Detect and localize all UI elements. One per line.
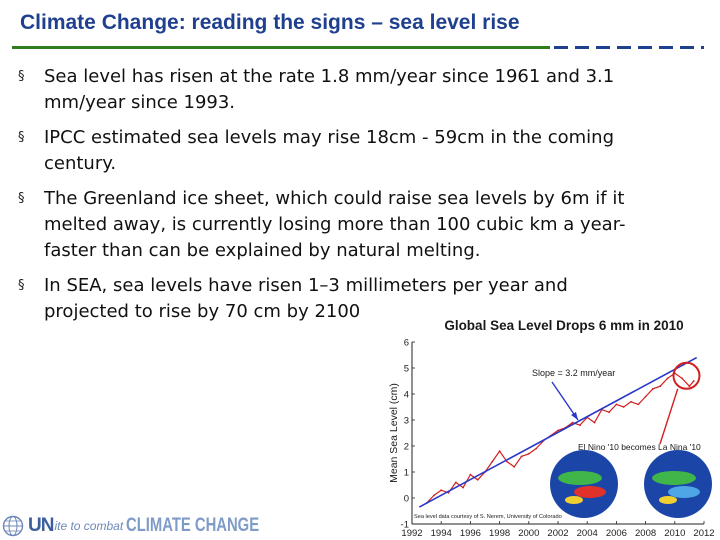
observed-point [535, 447, 537, 450]
ocean-map-icon [644, 450, 712, 518]
observed-point [681, 377, 683, 380]
x-tick-label: 2008 [635, 528, 656, 538]
x-tick-label: 1998 [489, 528, 510, 538]
observed-point [454, 481, 457, 484]
ocean-map-spot [659, 496, 677, 504]
observed-point [476, 478, 479, 481]
footer-logo-un: UN [28, 515, 54, 536]
chart-ticks: 1992 1994 1996 1998 2000 2002 2004 2006 2008 2010… [401, 338, 715, 540]
observed-point [469, 473, 472, 476]
observed-point [644, 395, 647, 398]
observed-point [491, 460, 494, 463]
el-nino-maps [550, 450, 712, 518]
footer-logo: UN ite to combat CLIMATE CHANGE [2, 514, 297, 538]
observed-point [692, 380, 695, 382]
chart-title: Global Sea Level Drops 6 mm in 2010 [444, 318, 683, 333]
y-tick-label: 2 [404, 442, 409, 453]
x-tick-label: 1996 [460, 528, 481, 538]
y-tick-label: 5 [404, 364, 409, 375]
observed-point [637, 403, 640, 406]
observed-point [527, 452, 530, 455]
bullet-text: The Greenland ice sheet, which could rai… [44, 188, 626, 261]
footer-logo-tagline: ite to combat [54, 519, 124, 533]
sea-level-chart: Global Sea Level Drops 6 mm in 2010 Mean… [382, 312, 715, 540]
bullet-marker: § [18, 69, 25, 84]
slide-title: Climate Change: reading the signs – sea … [20, 11, 520, 34]
bullet-item: § Sea level has risen at the rate 1.8 mm… [18, 64, 658, 116]
data-credit-annotation: Sea level data courtesy of S. Nerem, Uni… [414, 514, 562, 520]
y-tick-label: 4 [404, 390, 409, 401]
slope-arrow-head [571, 412, 578, 420]
chart-y-axis-label: Mean Sea Level (cm) [388, 383, 400, 483]
x-tick-label: 1992 [401, 528, 422, 538]
title-underline-dashed [554, 46, 704, 49]
ocean-map-spot [565, 496, 583, 504]
bullet-text: In SEA, sea levels have risen 1–3 millim… [44, 275, 568, 322]
observed-point [622, 406, 625, 408]
observed-point [433, 494, 435, 497]
footer-logo-climate-change: CLIMATE CHANGE [126, 515, 260, 536]
title-underline-solid [12, 46, 550, 49]
bullet-marker: § [18, 278, 25, 293]
bullet-text: Sea level has risen at the rate 1.8 mm/y… [44, 66, 615, 113]
observed-point [608, 411, 610, 414]
bullet-item: § In SEA, sea levels have risen 1–3 mill… [18, 273, 608, 325]
observed-point [593, 421, 596, 424]
trend-line [418, 356, 698, 508]
slope-annotation: Slope = 3.2 mm/year [532, 368, 615, 378]
bullet-list: § Sea level has risen at the rate 1.8 mm… [18, 64, 708, 334]
highlight-circle [672, 361, 701, 390]
chart-series [418, 356, 698, 508]
x-tick-label: 2000 [518, 528, 539, 538]
bullet-item: § IPCC estimated sea levels may rise 18c… [18, 125, 668, 177]
x-tick-label: 2004 [577, 528, 598, 538]
observed-point [666, 377, 669, 380]
y-tick-label: 3 [404, 416, 409, 427]
x-tick-label: 1994 [431, 528, 452, 538]
ocean-map-anomaly [668, 486, 700, 498]
y-tick-label: 0 [404, 494, 409, 505]
ocean-map-band [558, 471, 602, 485]
observed-point [498, 450, 501, 453]
bullet-item: § The Greenland ice sheet, which could r… [18, 186, 678, 264]
x-tick-label: 2006 [606, 528, 627, 538]
y-tick-label: 1 [404, 468, 409, 479]
x-tick-label: 2002 [547, 528, 568, 538]
ocean-map-anomaly [574, 486, 606, 498]
ocean-map-icon [550, 450, 618, 518]
observed-point [688, 385, 691, 388]
bullet-marker: § [18, 130, 25, 145]
observed-point [630, 400, 632, 403]
observed-point [571, 421, 574, 424]
y-tick-label: 6 [404, 338, 409, 349]
bullet-marker: § [18, 191, 25, 206]
observed-point [462, 486, 464, 489]
observed-point [513, 465, 516, 468]
un-globe-icon [2, 515, 24, 537]
observed-point [659, 385, 662, 388]
x-tick-label: 2010 [664, 528, 685, 538]
observed-point [579, 424, 581, 427]
x-tick-label: 2012 [693, 528, 714, 538]
ocean-map-band [652, 471, 696, 485]
observed-point [440, 489, 443, 492]
chart-annotations: Slope = 3.2 mm/year El Nino '10 becomes L… [414, 361, 701, 520]
observed-point [520, 455, 523, 458]
sea-level-chart-svg: Global Sea Level Drops 6 mm in 2010 Mean… [388, 318, 715, 540]
observed-sea-level-line [426, 372, 695, 504]
observed-point [652, 387, 654, 390]
highlight-arrow [659, 388, 679, 445]
el-nino-annotation: El Nino '10 becomes La Nina '10 [578, 442, 701, 452]
observed-point [615, 403, 618, 406]
y-tick-label: -1 [401, 520, 409, 531]
bullet-text: IPCC estimated sea levels may rise 18cm … [44, 127, 614, 174]
observed-point [557, 429, 559, 432]
observed-point [506, 460, 508, 463]
